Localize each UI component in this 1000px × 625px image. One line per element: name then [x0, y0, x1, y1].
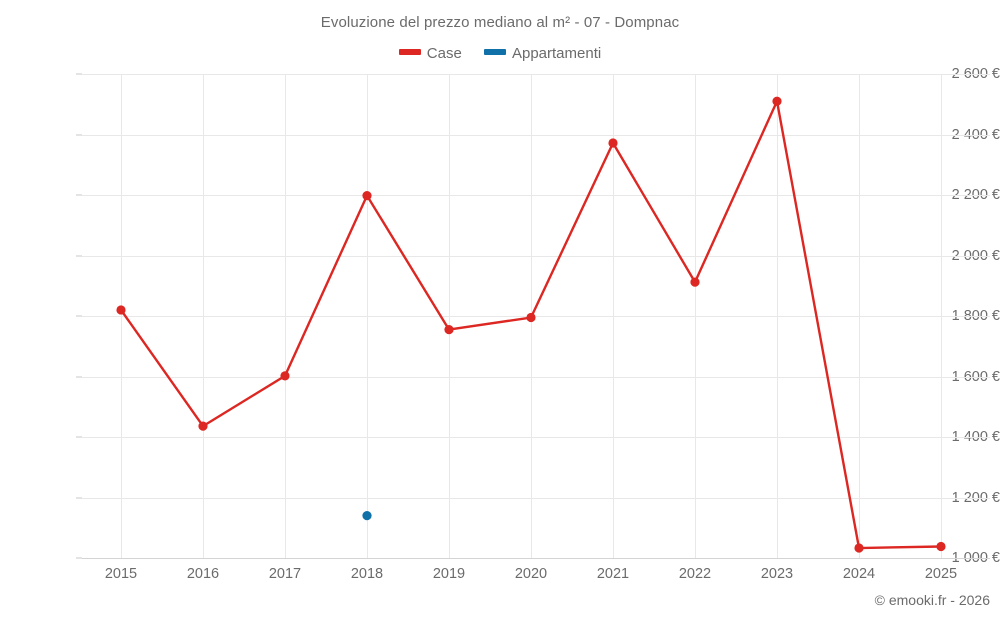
data-point-case[interactable]	[854, 543, 864, 553]
chart-legend: Case Appartamenti	[0, 44, 1000, 62]
gridline-horizontal	[82, 195, 990, 196]
gridline-vertical	[859, 74, 860, 558]
y-axis-tick-mark	[76, 497, 82, 498]
gridline-horizontal	[82, 437, 990, 438]
axis-bottom-line	[82, 558, 990, 559]
data-point-case[interactable]	[772, 96, 782, 106]
gridline-horizontal	[82, 376, 990, 378]
data-point-case[interactable]	[526, 312, 536, 323]
y-axis-tick-mark	[76, 73, 82, 75]
gridline-horizontal	[82, 255, 990, 257]
x-axis-tick-label: 2017	[268, 566, 302, 582]
legend-label-case: Case	[426, 44, 462, 62]
legend-swatch-appartamenti	[483, 49, 506, 56]
data-point-appartamenti[interactable]	[362, 511, 372, 521]
x-axis-tick-label: 2024	[842, 566, 876, 582]
y-axis-tick-mark	[76, 557, 82, 559]
y-axis-tick-mark	[76, 436, 82, 438]
gridline-vertical	[121, 74, 122, 558]
data-point-case[interactable]	[690, 277, 700, 287]
x-axis-tick-label: 2020	[514, 566, 548, 582]
gridline-vertical	[777, 74, 778, 558]
x-axis-tick-label: 2016	[186, 566, 220, 582]
data-point-case[interactable]	[608, 138, 618, 148]
y-axis-tick-mark	[76, 255, 82, 256]
gridline-vertical	[285, 74, 286, 558]
watermark: © emooki.fr - 2026	[874, 592, 990, 608]
data-point-case[interactable]	[444, 325, 454, 335]
data-point-case[interactable]	[936, 541, 946, 552]
data-point-case[interactable]	[362, 191, 372, 201]
y-axis-tick-mark	[76, 194, 82, 196]
gridline-horizontal	[82, 134, 990, 136]
gridline-horizontal	[82, 74, 990, 75]
x-axis-tick-label: 2015	[104, 566, 138, 582]
gridline-vertical	[449, 74, 450, 558]
gridline-vertical	[695, 74, 696, 558]
x-axis-tick-label: 2023	[760, 566, 794, 582]
legend-item-appartamenti[interactable]: Appartamenti	[483, 44, 602, 62]
legend-item-case[interactable]: Case	[398, 44, 462, 62]
plot-area	[82, 74, 990, 559]
y-axis-tick-mark	[76, 315, 82, 317]
legend-label-appartamenti: Appartamenti	[511, 44, 602, 62]
series-line-case	[119, 100, 943, 550]
series-layer	[116, 96, 946, 553]
data-point-case[interactable]	[198, 421, 208, 431]
x-axis-tick-label: 2022	[678, 566, 712, 582]
gridline-vertical	[941, 74, 942, 558]
gridline-vertical	[203, 74, 204, 558]
data-point-case[interactable]	[280, 371, 290, 381]
x-axis-tick-label: 2019	[432, 566, 466, 582]
chart-title: Evoluzione del prezzo mediano al m² - 07…	[320, 14, 680, 31]
x-axis-tick-label: 2025	[924, 566, 958, 582]
data-point-case[interactable]	[116, 305, 126, 315]
y-axis-tick-mark	[76, 376, 82, 377]
gridline-horizontal	[82, 316, 990, 317]
x-axis-tick-label: 2018	[350, 566, 384, 582]
gridline-horizontal	[82, 497, 990, 499]
legend-swatch-case	[398, 49, 421, 56]
gridline-vertical	[613, 74, 614, 558]
gridline-vertical	[367, 74, 368, 558]
y-axis-tick-mark	[76, 134, 82, 135]
x-axis-tick-label: 2021	[596, 566, 630, 582]
